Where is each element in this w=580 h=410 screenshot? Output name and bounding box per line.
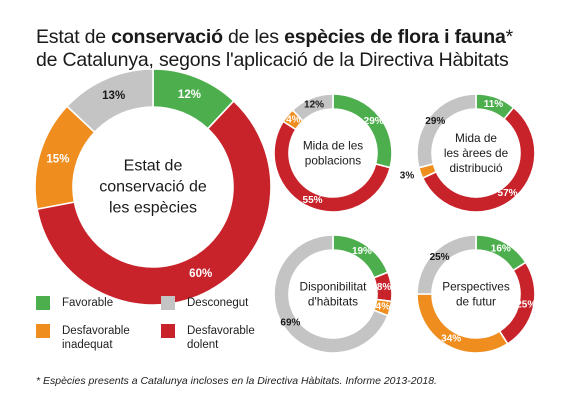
slice-label-inadequat: 34% xyxy=(441,334,461,345)
donut-title-line: Disponibilitat xyxy=(300,280,368,294)
legend-label-desconegut: Desconegut xyxy=(187,297,249,309)
donut-slice-dolent xyxy=(36,99,272,306)
legend-swatch-dolent xyxy=(161,324,175,338)
title-line-1: Estat de conservació de les espècies de … xyxy=(36,26,556,49)
slice-label-desconegut: 25% xyxy=(430,252,450,263)
donut-chart-3: 11% 57% 3% 29% Mida de les àrees de distribuci… xyxy=(400,93,536,213)
donut-title-line: les espècies xyxy=(109,200,197,217)
donut-title-line: Mida de xyxy=(455,131,497,145)
donut-title: Mida de les àrees de distribució xyxy=(444,131,509,175)
slice-label-dolent: 57% xyxy=(498,188,518,199)
legend-swatch-desconegut xyxy=(161,296,175,310)
legend-swatch-favorable xyxy=(36,296,50,310)
donut-slice-dolent xyxy=(421,106,536,213)
slice-label-desconegut: 12% xyxy=(304,100,324,111)
chart-title: Estat de conservació de les espècies de … xyxy=(36,26,556,72)
donut-title: Estat de conservació de les espècies xyxy=(99,158,207,217)
donut-title: Disponibilitat d'hàbitats xyxy=(300,280,368,309)
legend-label-favorable: Favorable xyxy=(62,297,114,309)
slice-label-dolent: 25% xyxy=(516,300,536,311)
donut-title-line: Perspectives xyxy=(442,280,510,294)
legend-item-inadequat: Desfavorable inadequat xyxy=(36,324,130,352)
legend-item-dolent: Desfavorable dolent xyxy=(161,324,255,352)
slice-label-inadequat: 3% xyxy=(400,171,415,182)
legend-item-favorable: Favorable xyxy=(36,296,113,310)
legend-swatch-inadequat xyxy=(36,324,50,338)
donut-slice-desconegut xyxy=(416,93,477,169)
slice-label-favorable: 12% xyxy=(178,89,201,101)
title-line-2: de Catalunya, segons l'aplicació de la D… xyxy=(36,49,509,71)
slice-label-desconegut: 69% xyxy=(280,317,300,328)
slice-label-dolent: 8% xyxy=(377,282,392,293)
donut-slice-desconegut xyxy=(291,93,334,123)
donut-chart-5: 16% 25% 34% 25% Perspectives de futur xyxy=(416,234,536,354)
donut-title-line: Mida de les xyxy=(303,139,363,153)
donut-chart-2: 29% 55% 4%12% Mida de les poblacions xyxy=(273,93,393,213)
title-part-bold: conservació xyxy=(111,26,223,48)
donut-title: Mida de les poblacions xyxy=(303,139,363,168)
donut-chart-1: 12% 60% 15% 13% Estat de conservació de les es… xyxy=(34,68,272,306)
slice-label-desconegut: 29% xyxy=(425,116,445,127)
donut-slice-desconegut xyxy=(65,68,154,134)
slice-label-favorable: 29% xyxy=(364,116,384,127)
donut-title: Perspectives de futur xyxy=(442,280,510,309)
legend-label-inadequat: Desfavorable inadequat xyxy=(62,325,130,351)
title-part-bold: espècies de flora i fauna xyxy=(284,26,506,48)
title-part: de les xyxy=(222,26,285,48)
legend-item-desconegut: Desconegut xyxy=(161,296,248,310)
slice-label-dolent: 55% xyxy=(303,195,323,206)
slice-label-inadequat: 15% xyxy=(46,153,69,165)
donut-title-line: de futur xyxy=(456,295,496,309)
slice-label-favorable: 19% xyxy=(352,246,372,257)
slice-label-dolent: 60% xyxy=(189,268,212,280)
donut-chart-4: 19%8%4%69%Disponibilitat d'hàbitats xyxy=(273,234,393,354)
slice-label-favorable: 11% xyxy=(484,99,504,110)
slice-label-inadequat: 4% xyxy=(286,115,301,126)
slice-label-favorable: 16% xyxy=(491,243,511,254)
donut-title-line: Estat de xyxy=(124,158,183,175)
slice-label-desconegut: 13% xyxy=(102,90,125,102)
legend-label-dolent: Desfavorable dolent xyxy=(187,325,255,351)
slice-label-inadequat: 4% xyxy=(376,301,391,312)
title-part: * xyxy=(505,26,514,48)
footnote: * Espècies presents a Catalunya incloses… xyxy=(36,375,437,387)
donut-title-line: conservació de xyxy=(99,179,207,196)
donut-title-line: d'hàbitats xyxy=(308,295,358,309)
donut-title-line: les àrees de xyxy=(444,146,509,160)
donut-slice-desconegut xyxy=(416,234,477,295)
donut-title-line: distribució xyxy=(449,161,503,175)
title-part: Estat de xyxy=(36,26,112,48)
donut-title-line: poblacions xyxy=(305,154,362,168)
donut-slice-desconegut xyxy=(273,234,389,354)
